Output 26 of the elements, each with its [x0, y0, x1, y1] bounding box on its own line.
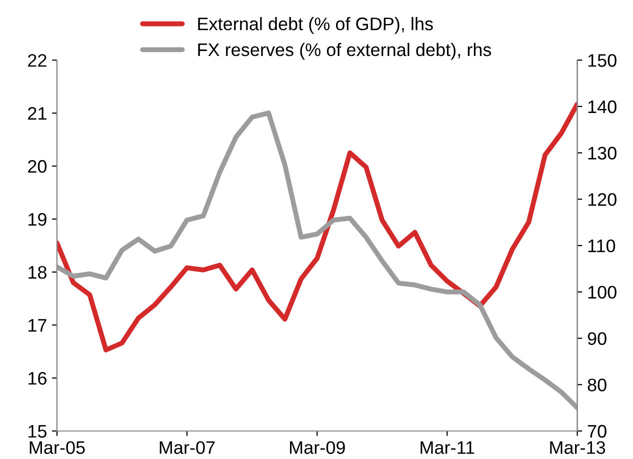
y-tick-label: 15: [28, 425, 46, 438]
line-series: [56, 110, 578, 410]
x-tick-label: Mar-07: [160, 441, 215, 454]
y2-tick-label: 110: [588, 240, 616, 252]
y2-tick-label: 100: [588, 286, 616, 299]
x-tick-label: Mar-11: [420, 441, 474, 454]
y2-tick-label: 140: [588, 100, 616, 114]
y-tick-label: 21: [28, 107, 46, 120]
y2-tick-label: 90: [588, 332, 606, 346]
x-tick-label: Mar-05: [30, 441, 85, 454]
y2-tick-label: 130: [588, 146, 616, 160]
legend-label: External debt (% of GDP), lhs: [198, 17, 433, 34]
y2-tick-label: 80: [588, 378, 606, 392]
legend-label: FX reserves (% of external debt), rhs: [198, 42, 492, 60]
x-tick-label: Mar-13: [550, 441, 606, 454]
y-tick-label: 20: [28, 160, 47, 173]
y2-tick-label: 150: [588, 54, 616, 67]
x-tick-label: Mar-09: [290, 441, 345, 454]
y-tick-label: 19: [28, 213, 46, 226]
y-tick-label: 17: [28, 319, 46, 332]
y2-tick-label: 70: [588, 424, 606, 438]
y2-tick-label: 120: [588, 193, 616, 206]
y-tick-label: 16: [28, 372, 46, 385]
y-tick-label: 22: [28, 54, 46, 67]
y-tick-label: 18: [28, 266, 46, 279]
line-series: [56, 102, 578, 352]
